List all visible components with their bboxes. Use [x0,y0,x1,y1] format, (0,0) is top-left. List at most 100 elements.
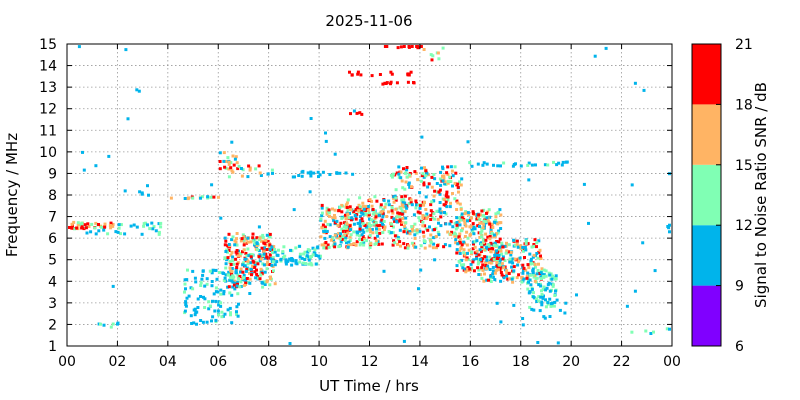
data-point [320,211,324,215]
data-point [346,231,350,235]
data-point [335,171,339,175]
data-point [488,259,492,263]
data-point [319,217,323,221]
data-point [419,179,423,183]
data-point [338,171,342,175]
data-point [493,278,497,282]
data-point [199,196,202,200]
data-point [481,221,485,225]
data-point [259,174,263,177]
data-point [255,244,259,248]
data-point [94,232,98,236]
data-point [307,262,311,266]
data-point [438,177,442,181]
data-point [512,238,516,242]
data-point [422,181,426,185]
data-point [312,251,316,255]
data-point [427,173,431,177]
colorbar-tick-label: 12 [735,218,753,234]
data-point [446,179,450,183]
data-point [401,186,405,190]
data-point [325,209,329,213]
data-point [442,174,446,178]
data-point [522,277,526,281]
data-point [317,175,320,179]
data-point [551,275,555,279]
data-point [316,245,320,249]
data-point [226,308,230,312]
data-point [446,198,450,202]
data-point [378,73,382,76]
data-point [555,163,559,167]
data-point [223,165,227,169]
data-point [524,248,528,252]
data-point [316,170,320,174]
data-point [448,222,452,226]
data-point [423,246,427,250]
data-point [86,222,90,226]
data-point [230,293,234,297]
data-point [385,81,389,85]
data-point [528,252,532,256]
data-point [501,257,505,261]
data-point [159,221,163,225]
data-point [480,245,484,249]
data-point [223,256,227,260]
data-point [530,163,534,167]
data-point [358,196,362,200]
y-tick-label: 15 [39,37,57,53]
data-point [540,293,544,296]
data-point [521,269,525,273]
data-point [242,276,245,280]
data-point [489,261,493,265]
data-point [338,234,342,238]
data-point [226,156,230,160]
data-point [236,314,240,318]
data-point [152,225,156,229]
data-point [227,175,231,179]
data-point [486,265,490,269]
data-point [501,245,505,249]
data-point [346,198,350,202]
data-point [435,246,438,250]
data-point [633,81,637,85]
data-point [372,222,376,226]
data-point [426,185,430,189]
data-point [368,234,372,237]
data-point [284,262,288,266]
data-point [421,220,425,224]
data-point [100,225,104,229]
data-point [358,234,361,238]
data-point [455,216,459,220]
data-point [454,238,458,242]
data-point [257,249,261,253]
data-point [344,213,347,217]
data-point [488,234,492,238]
data-point [485,246,488,250]
data-point [376,240,380,244]
data-point [348,238,352,242]
data-point [111,222,115,226]
data-point [498,237,502,241]
data-point [260,246,264,250]
data-point [499,221,503,225]
data-point [548,315,552,318]
colorbar-band [692,164,721,226]
data-point [563,311,567,315]
data-point [400,222,403,226]
data-point [321,223,325,227]
data-point [356,221,360,225]
data-point [354,216,358,219]
data-point [393,217,397,221]
data-point [538,272,541,275]
data-point [483,255,487,259]
data-point [460,263,463,267]
data-point [192,308,196,312]
data-point [189,314,193,318]
data-point [298,244,302,248]
data-point [429,213,433,217]
data-point [231,170,235,174]
data-point [477,258,481,262]
data-point [247,267,251,271]
